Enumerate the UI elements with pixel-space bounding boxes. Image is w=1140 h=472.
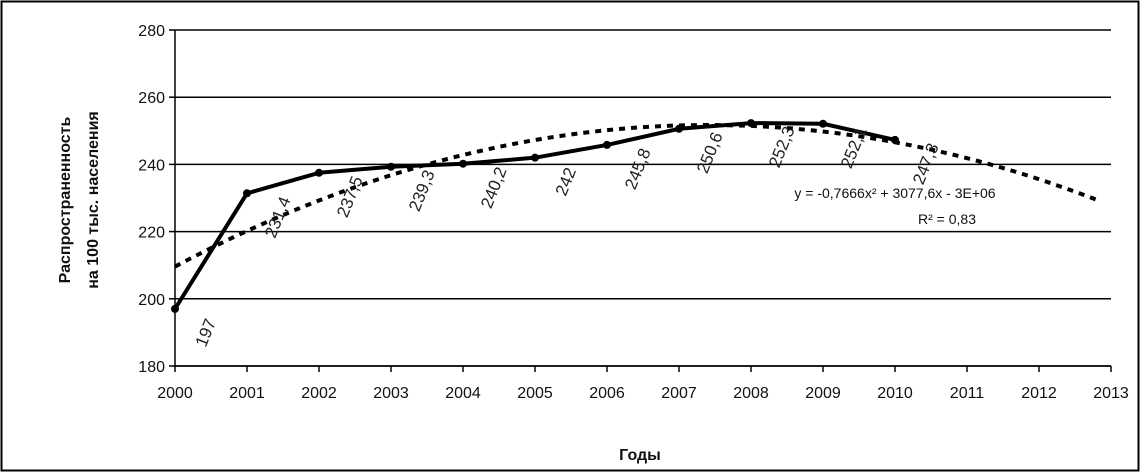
- y-tick-label-3: 240: [138, 157, 165, 174]
- y-axis-title-line1: Распространенность: [57, 116, 74, 283]
- x-tick-label-9: 2009: [805, 385, 841, 402]
- data-point-8: [747, 119, 755, 128]
- x-tick-label-12: 2012: [1021, 385, 1057, 402]
- x-tick-label-8: 2008: [733, 385, 769, 402]
- y-tick-label-5: 280: [138, 23, 165, 40]
- x-tick-label-13: 2013: [1093, 385, 1129, 402]
- x-axis-title: Годы: [619, 447, 661, 464]
- data-point-5: [531, 153, 539, 162]
- y-tick-labels: 180 200 220 240 260 280: [138, 23, 165, 376]
- y-tick-label-2: 220: [138, 225, 165, 242]
- data-point-6: [603, 140, 611, 149]
- data-point-0: [171, 304, 179, 313]
- data-point-9: [819, 119, 827, 128]
- x-tick-label-7: 2007: [661, 385, 697, 402]
- x-tick-label-1: 2001: [229, 385, 265, 402]
- trendline: [174, 123, 1098, 269]
- x-tick-label-2: 2002: [301, 385, 337, 402]
- x-tick-label-11: 2011: [950, 385, 985, 402]
- trendline-path: [174, 123, 1098, 269]
- x-tick-label-4: 2004: [445, 385, 481, 402]
- data-point-2: [315, 168, 323, 177]
- data-point-10: [891, 135, 899, 144]
- y-tick-label-0: 180: [138, 359, 165, 376]
- data-point-3: [387, 162, 395, 171]
- data-point-7: [675, 124, 683, 133]
- x-tick-label-3: 2003: [373, 385, 409, 402]
- x-tick-label-10: 2010: [877, 385, 913, 402]
- trend-equation: y = -0,7666x² + 3077,6x - 3E+06: [794, 185, 995, 201]
- axes: [174, 30, 1112, 372]
- trend-r-squared: R² = 0,83: [918, 211, 976, 227]
- y-tick-label-4: 260: [138, 90, 165, 107]
- x-tick-label-6: 2006: [589, 385, 625, 402]
- data-point-4: [459, 159, 467, 168]
- x-tick-label-5: 2005: [517, 385, 553, 402]
- x-tick-label-0: 2000: [157, 385, 193, 402]
- data-points: [171, 119, 899, 313]
- x-tick-labels: 2000 2001 2002 2003 2004 2005 2006 2007 2008 2009…: [157, 385, 1129, 402]
- y-axis-title-line2: на 100 тыс. населения: [85, 111, 102, 288]
- data-point-1: [243, 189, 251, 198]
- y-tick-label-1: 200: [138, 292, 165, 309]
